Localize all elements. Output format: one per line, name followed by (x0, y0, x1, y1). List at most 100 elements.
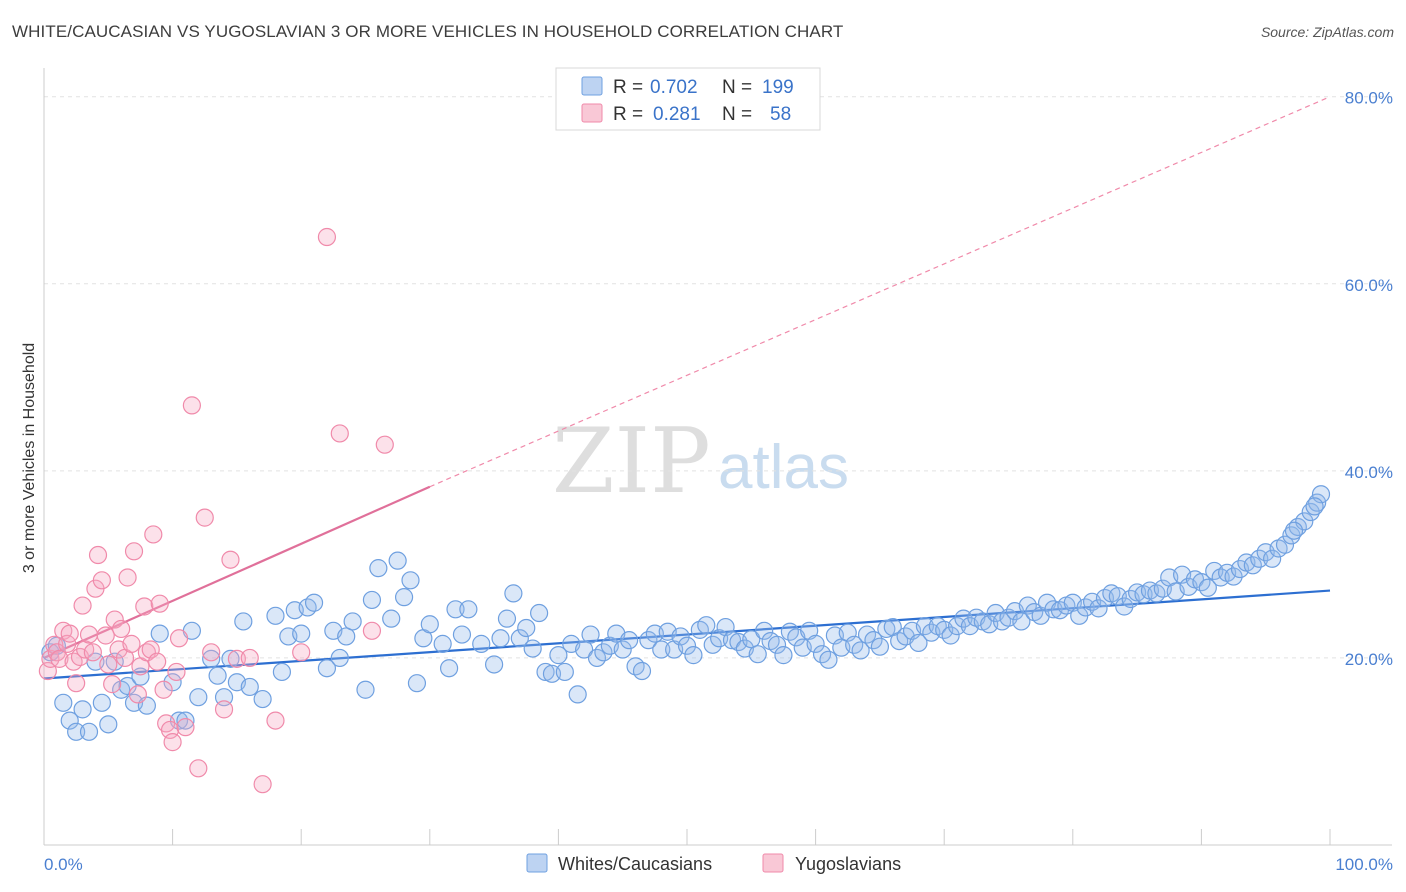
point-whites (684, 646, 703, 665)
y-tick-label: 20.0% (1345, 650, 1393, 669)
point-yugoslavians (189, 759, 208, 778)
point-whites (401, 571, 420, 590)
point-whites (459, 600, 478, 619)
y-tick-label: 60.0% (1345, 276, 1393, 295)
point-whites (266, 606, 285, 625)
legend-row-yugoslavians: R = 0.281 N = 58 (581, 103, 791, 125)
point-whites (639, 631, 658, 650)
point-whites (581, 625, 600, 644)
bottom-legend: Whites/Caucasians Yugoslavians (526, 853, 901, 874)
legend-r-label: R = (613, 77, 643, 98)
point-yugoslavians (317, 227, 337, 247)
point-whites (150, 624, 169, 643)
point-whites (452, 625, 472, 644)
point-whites (1012, 612, 1031, 631)
point-whites (343, 612, 362, 631)
point-whites (491, 629, 510, 648)
point-whites (388, 551, 407, 570)
point-whites (774, 646, 793, 665)
legend-n-value: 58 (770, 104, 791, 125)
legend-n-value: 199 (762, 77, 794, 98)
data-points (38, 227, 1331, 794)
point-whites (722, 631, 742, 650)
point-yugoslavians (79, 625, 99, 644)
legend-r-value: 0.702 (650, 77, 698, 98)
point-yugoslavians (144, 525, 163, 544)
legend-swatch-whites (581, 76, 603, 96)
point-yugoslavians (103, 675, 122, 694)
point-whites (1263, 549, 1282, 568)
point-whites (1198, 578, 1217, 597)
point-whites (240, 677, 259, 697)
point-whites (504, 584, 523, 603)
point-whites (877, 619, 896, 639)
point-yugoslavians (169, 629, 189, 648)
point-whites (613, 640, 632, 659)
point-yugoslavians (221, 550, 240, 569)
point-whites (1250, 549, 1269, 568)
bottom-legend-swatch-whites (526, 853, 548, 873)
point-yugoslavians (112, 619, 131, 639)
point-whites (510, 629, 529, 648)
point-whites (568, 685, 587, 704)
point-whites (748, 645, 767, 664)
point-yugoslavians (67, 674, 86, 693)
point-whites (555, 662, 574, 682)
point-whites (1284, 521, 1304, 540)
point-whites (755, 621, 774, 640)
x-tick-label: 100.0% (1335, 855, 1393, 874)
point-yugoslavians (135, 597, 154, 616)
point-yugoslavians (214, 700, 234, 719)
point-whites (947, 617, 967, 636)
point-whites (870, 637, 890, 656)
point-yugoslavians (227, 649, 246, 668)
point-yugoslavians (124, 542, 144, 561)
point-yugoslavians (50, 649, 69, 668)
point-whites (677, 636, 697, 655)
point-yugoslavians (240, 648, 259, 668)
chart-title: WHITE/CAUCASIAN VS YUGOSLAVIAN 3 OR MORE… (12, 22, 844, 41)
point-whites (304, 593, 324, 612)
point-whites (407, 674, 427, 693)
trend-line-yugoslavians-extension (429, 96, 1331, 488)
point-whites (575, 640, 594, 659)
point-whites (79, 722, 99, 741)
legend-row-whites: R = 0.702 N = 199 (581, 76, 794, 98)
point-whites (767, 635, 787, 654)
point-whites (420, 615, 439, 634)
x-tick-label: 0.0% (44, 855, 83, 874)
point-yugoslavians (105, 610, 124, 629)
point-whites (1305, 497, 1324, 516)
point-yugoslavians (99, 655, 118, 674)
point-whites (800, 621, 819, 640)
point-whites (864, 631, 883, 650)
point-whites (60, 711, 79, 730)
point-whites (330, 648, 349, 668)
trend-line-yugoslavians (43, 485, 431, 659)
point-whites (620, 631, 639, 650)
point-yugoslavians (167, 662, 186, 682)
bottom-legend-swatch-yugoslavians (762, 853, 784, 873)
point-whites (549, 646, 568, 665)
point-whites (1224, 567, 1243, 586)
point-whites (446, 600, 465, 619)
point-whites (369, 559, 388, 578)
point-whites (272, 662, 292, 682)
point-whites (208, 666, 227, 685)
point-yugoslavians (176, 718, 195, 737)
point-whites (433, 634, 452, 653)
point-yugoslavians (122, 634, 141, 653)
point-whites (697, 616, 716, 635)
point-whites (202, 649, 221, 668)
point-yugoslavians (45, 635, 64, 654)
point-whites (632, 661, 652, 681)
point-whites (99, 715, 118, 734)
point-whites (1089, 599, 1108, 618)
point-whites (356, 680, 375, 699)
bottom-legend-label-whites: Whites/Caucasians (558, 854, 712, 874)
point-whites (337, 627, 356, 646)
point-yugoslavians (148, 652, 167, 671)
legend-r-label: R = (613, 104, 643, 125)
legend-n-label: N = (722, 77, 752, 98)
point-yugoslavians (292, 643, 311, 662)
